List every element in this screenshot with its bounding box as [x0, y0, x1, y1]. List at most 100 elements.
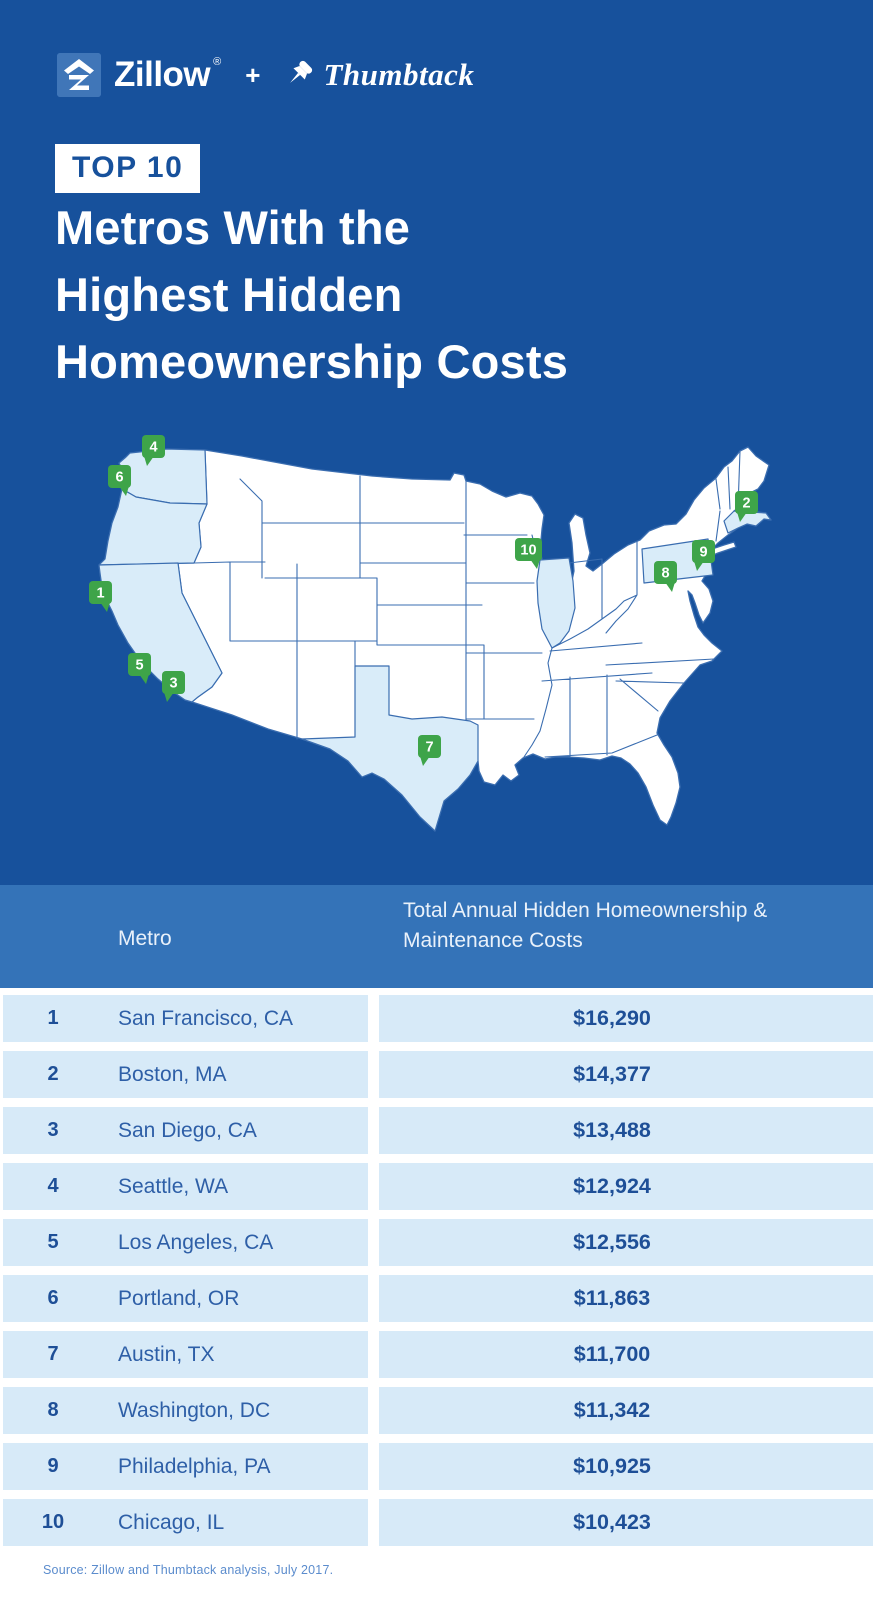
- rank-label: 2: [47, 1063, 59, 1085]
- cost-value: $16,290: [573, 1006, 651, 1030]
- title-line-2: Highest Hidden: [55, 268, 403, 321]
- cost-value: $11,863: [573, 1286, 651, 1310]
- cost-value: $11,342: [573, 1398, 651, 1422]
- cost-cell: $13,488: [379, 1107, 873, 1154]
- metro-cell: 6 Portland, OR: [3, 1275, 368, 1322]
- state-oregon-highlight: [98, 488, 208, 566]
- map-marker-7: 7: [418, 735, 441, 766]
- metro-cell: 5 Los Angeles, CA: [3, 1219, 368, 1266]
- svg-text:10: 10: [520, 543, 536, 559]
- registered-mark: ®: [213, 56, 222, 68]
- table-rows: 1 San Francisco, CA $16,290 2 Boston, MA $14,…: [0, 995, 873, 1555]
- table-header: Metro Total Annual Hidden Homeownership …: [0, 885, 873, 988]
- zillow-logo-icon: [57, 53, 101, 97]
- table-row: 2 Boston, MA $14,377: [0, 1051, 873, 1098]
- plus-separator: +: [245, 59, 261, 90]
- rank-label: 6: [47, 1287, 59, 1309]
- metro-cell: 10 Chicago, IL: [3, 1499, 368, 1546]
- page-title: Metros With the Highest Hidden Homeowner…: [55, 194, 568, 395]
- cost-value: $12,924: [573, 1174, 651, 1198]
- metro-label: San Francisco, CA: [118, 1006, 294, 1030]
- rank-label: 1: [47, 1007, 59, 1029]
- svg-text:9: 9: [699, 545, 707, 561]
- map-marker-2: 2: [735, 491, 758, 522]
- cost-value: $10,423: [573, 1510, 651, 1534]
- metro-label: Los Angeles, CA: [118, 1230, 274, 1254]
- rank-label: 9: [47, 1455, 59, 1477]
- cost-cell: $10,925: [379, 1443, 873, 1490]
- metro-cell: 9 Philadelphia, PA: [3, 1443, 368, 1490]
- table-row: 7 Austin, TX $11,700: [0, 1331, 873, 1378]
- map-marker-8: 8: [654, 561, 677, 592]
- table-row: 8 Washington, DC $11,342: [0, 1387, 873, 1434]
- svg-text:6: 6: [115, 470, 123, 486]
- table-row: 3 San Diego, CA $13,488: [0, 1107, 873, 1154]
- svg-text:2: 2: [742, 496, 750, 512]
- metro-label: Boston, MA: [118, 1062, 227, 1086]
- cost-value: $11,700: [573, 1342, 651, 1366]
- table-row: 1 San Francisco, CA $16,290: [0, 995, 873, 1042]
- us-map: 1 2 3 4 5 6 7 8 9 10: [89, 435, 772, 832]
- svg-text:1: 1: [96, 586, 104, 602]
- rank-label: 10: [41, 1511, 65, 1533]
- svg-text:4: 4: [149, 440, 157, 456]
- state-massachusetts-highlight: [723, 510, 772, 534]
- svg-text:3: 3: [169, 676, 177, 692]
- table-row: 9 Philadelphia, PA $10,925: [0, 1443, 873, 1490]
- metro-label: San Diego, CA: [118, 1118, 257, 1142]
- table-row: 5 Los Angeles, CA $12,556: [0, 1219, 873, 1266]
- metro-cell: 4 Seattle, WA: [3, 1163, 368, 1210]
- rank-label: 3: [47, 1119, 59, 1141]
- cost-cell: $12,924: [379, 1163, 873, 1210]
- map-marker-10: 10: [515, 538, 542, 569]
- rank-label: 5: [47, 1231, 59, 1253]
- metro-label: Seattle, WA: [118, 1174, 229, 1198]
- metro-label: Chicago, IL: [118, 1510, 225, 1534]
- cost-cell: $11,700: [379, 1331, 873, 1378]
- state-illinois-highlight: [536, 557, 576, 649]
- metro-cell: 3 San Diego, CA: [3, 1107, 368, 1154]
- table-row: 6 Portland, OR $11,863: [0, 1275, 873, 1322]
- map-marker-5: 5: [128, 653, 151, 684]
- thumbtack-pin-icon: [290, 60, 313, 83]
- map-marker-4: 4: [142, 435, 165, 466]
- cost-cell: $11,863: [379, 1275, 873, 1322]
- svg-text:8: 8: [661, 566, 669, 582]
- rank-label: 8: [47, 1399, 59, 1421]
- state-texas-highlight: [301, 665, 479, 832]
- cost-cell: $12,556: [379, 1219, 873, 1266]
- table-row: 10 Chicago, IL $10,423: [0, 1499, 873, 1546]
- map-marker-9: 9: [692, 540, 715, 571]
- metro-label: Austin, TX: [118, 1342, 215, 1366]
- cost-value: $14,377: [573, 1062, 651, 1086]
- cost-value: $12,556: [573, 1230, 651, 1254]
- rank-label: 7: [47, 1343, 59, 1365]
- cost-cell: $16,290: [379, 995, 873, 1042]
- metro-column-header: Metro: [118, 927, 172, 950]
- source-note: Source: Zillow and Thumbtack analysis, J…: [43, 1563, 334, 1577]
- table-row: 4 Seattle, WA $12,924: [0, 1163, 873, 1210]
- title-line-1: Metros With the: [55, 201, 411, 254]
- metro-cell: 7 Austin, TX: [3, 1331, 368, 1378]
- metro-label: Philadelphia, PA: [118, 1454, 271, 1478]
- metro-cell: 1 San Francisco, CA: [3, 995, 368, 1042]
- zillow-wordmark: Zillow: [114, 55, 211, 94]
- cost-cell: $14,377: [379, 1051, 873, 1098]
- svg-text:7: 7: [425, 740, 433, 756]
- metro-label: Portland, OR: [118, 1286, 240, 1310]
- svg-text:5: 5: [135, 658, 143, 674]
- cost-cell: $11,342: [379, 1387, 873, 1434]
- map-marker-1: 1: [89, 581, 112, 612]
- cost-cell: $10,423: [379, 1499, 873, 1546]
- metro-cell: 2 Boston, MA: [3, 1051, 368, 1098]
- logo-lockup: Zillow ® + Thumbtack: [57, 53, 474, 97]
- top10-badge: TOP 10: [55, 144, 201, 193]
- rank-label: 4: [47, 1175, 59, 1197]
- map-markers: 1 2 3 4 5 6 7 8 9 10: [89, 435, 758, 766]
- thumbtack-wordmark: Thumbtack: [323, 57, 475, 92]
- metro-label: Washington, DC: [118, 1398, 271, 1422]
- metro-cell: 8 Washington, DC: [3, 1387, 368, 1434]
- cost-value: $10,925: [573, 1454, 651, 1478]
- hero-section: Zillow ® + Thumbtack TOP 10 Metros With …: [0, 0, 873, 885]
